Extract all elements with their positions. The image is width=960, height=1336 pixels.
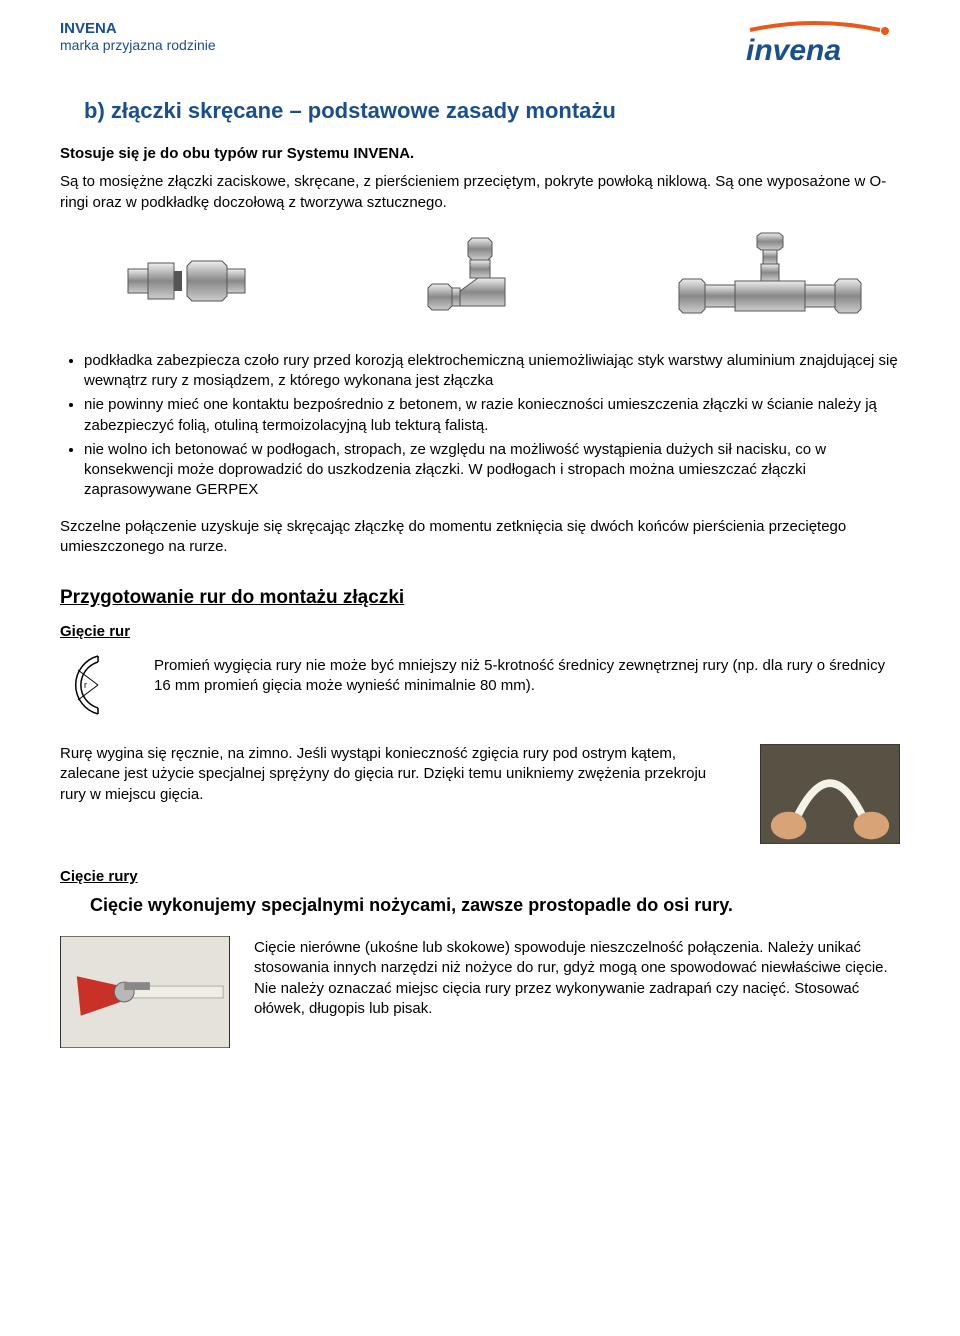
brand-tagline: marka przyjazna rodzinie bbox=[60, 37, 216, 53]
invena-logo: invena bbox=[730, 20, 900, 68]
cutting-photo bbox=[60, 936, 230, 1048]
subsection-bending: Gięcie rur bbox=[60, 623, 900, 640]
fitting-image-2 bbox=[350, 241, 610, 321]
bullet-item: podkładka zabezpiecza czoło rury przed k… bbox=[84, 351, 900, 392]
bend-radius-icon: r bbox=[60, 650, 130, 720]
page-header: INVENA marka przyjazna rodzinie invena bbox=[60, 20, 900, 68]
intro-line-1: Stosuje się je do obu typów rur Systemu … bbox=[60, 144, 900, 164]
fittings-illustration-row bbox=[60, 221, 900, 351]
cutting-text: Cięcie nierówne (ukośne lub skokowe) spo… bbox=[254, 936, 900, 1019]
bullet-list: podkładka zabezpiecza czoło rury przed k… bbox=[60, 351, 900, 501]
bending-photo bbox=[760, 744, 900, 844]
intro-line-2: Są to mosiężne złączki zaciskowe, skręca… bbox=[60, 172, 900, 213]
post-bullets-paragraph: Szczelne połączenie uzyskuje się skręcaj… bbox=[60, 517, 900, 558]
bullet-item: nie powinny mieć one kontaktu bezpośredn… bbox=[84, 395, 900, 436]
manual-bending-row: Rurę wygina się ręcznie, na zimno. Jeśli… bbox=[60, 744, 900, 844]
header-brand-block: INVENA marka przyjazna rodzinie bbox=[60, 20, 216, 53]
section-title-prep: Przygotowanie rur do montażu złączki bbox=[60, 587, 900, 609]
cutting-statement: Cięcie wykonujemy specjalnymi nożycami, … bbox=[90, 895, 900, 916]
svg-text:invena: invena bbox=[746, 34, 841, 67]
bending-row: r Promień wygięcia rury nie może być mni… bbox=[60, 650, 900, 720]
page-title: b) złączki skręcane – podstawowe zasady … bbox=[60, 98, 900, 124]
radius-label: r bbox=[84, 680, 87, 690]
bending-text: Promień wygięcia rury nie może być mniej… bbox=[154, 650, 900, 697]
bullet-item: nie wolno ich betonować w podłogach, str… bbox=[84, 440, 900, 501]
cutting-row: Cięcie nierówne (ukośne lub skokowe) spo… bbox=[60, 936, 900, 1048]
brand-name: INVENA bbox=[60, 20, 216, 37]
fitting-image-3 bbox=[640, 241, 900, 321]
subsection-cutting: Cięcie rury bbox=[60, 868, 900, 885]
fitting-image-1 bbox=[60, 241, 320, 321]
manual-bending-text: Rurę wygina się ręcznie, na zimno. Jeśli… bbox=[60, 744, 736, 805]
